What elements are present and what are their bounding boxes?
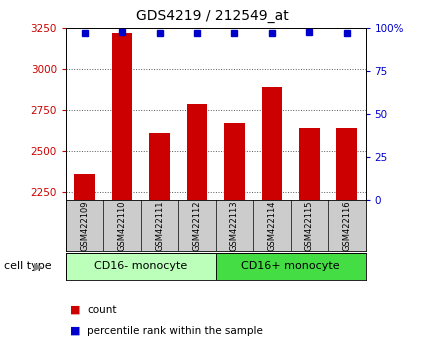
Text: GSM422113: GSM422113 bbox=[230, 200, 239, 251]
Bar bbox=[299, 128, 320, 200]
Text: cell type: cell type bbox=[4, 261, 52, 272]
Text: GSM422114: GSM422114 bbox=[267, 200, 276, 251]
Text: GSM422112: GSM422112 bbox=[193, 200, 201, 251]
Bar bbox=[337, 128, 357, 200]
Text: ■: ■ bbox=[70, 326, 81, 336]
Bar bbox=[224, 123, 245, 200]
Bar bbox=[112, 33, 132, 200]
Bar bbox=[261, 87, 282, 200]
Text: GDS4219 / 212549_at: GDS4219 / 212549_at bbox=[136, 9, 289, 23]
Text: GSM422110: GSM422110 bbox=[118, 200, 127, 251]
Text: CD16+ monocyte: CD16+ monocyte bbox=[241, 261, 340, 272]
Text: CD16- monocyte: CD16- monocyte bbox=[94, 261, 187, 272]
Bar bbox=[74, 174, 95, 200]
Text: ■: ■ bbox=[70, 305, 81, 315]
Bar bbox=[187, 103, 207, 200]
Text: ▶: ▶ bbox=[34, 261, 42, 272]
Text: GSM422115: GSM422115 bbox=[305, 200, 314, 251]
Bar bbox=[149, 133, 170, 200]
Bar bbox=[215, 253, 366, 280]
Text: GSM422111: GSM422111 bbox=[155, 200, 164, 251]
Text: GSM422109: GSM422109 bbox=[80, 200, 89, 251]
Text: percentile rank within the sample: percentile rank within the sample bbox=[87, 326, 263, 336]
Text: GSM422116: GSM422116 bbox=[342, 200, 351, 251]
Text: count: count bbox=[87, 305, 116, 315]
Bar bbox=[66, 253, 215, 280]
